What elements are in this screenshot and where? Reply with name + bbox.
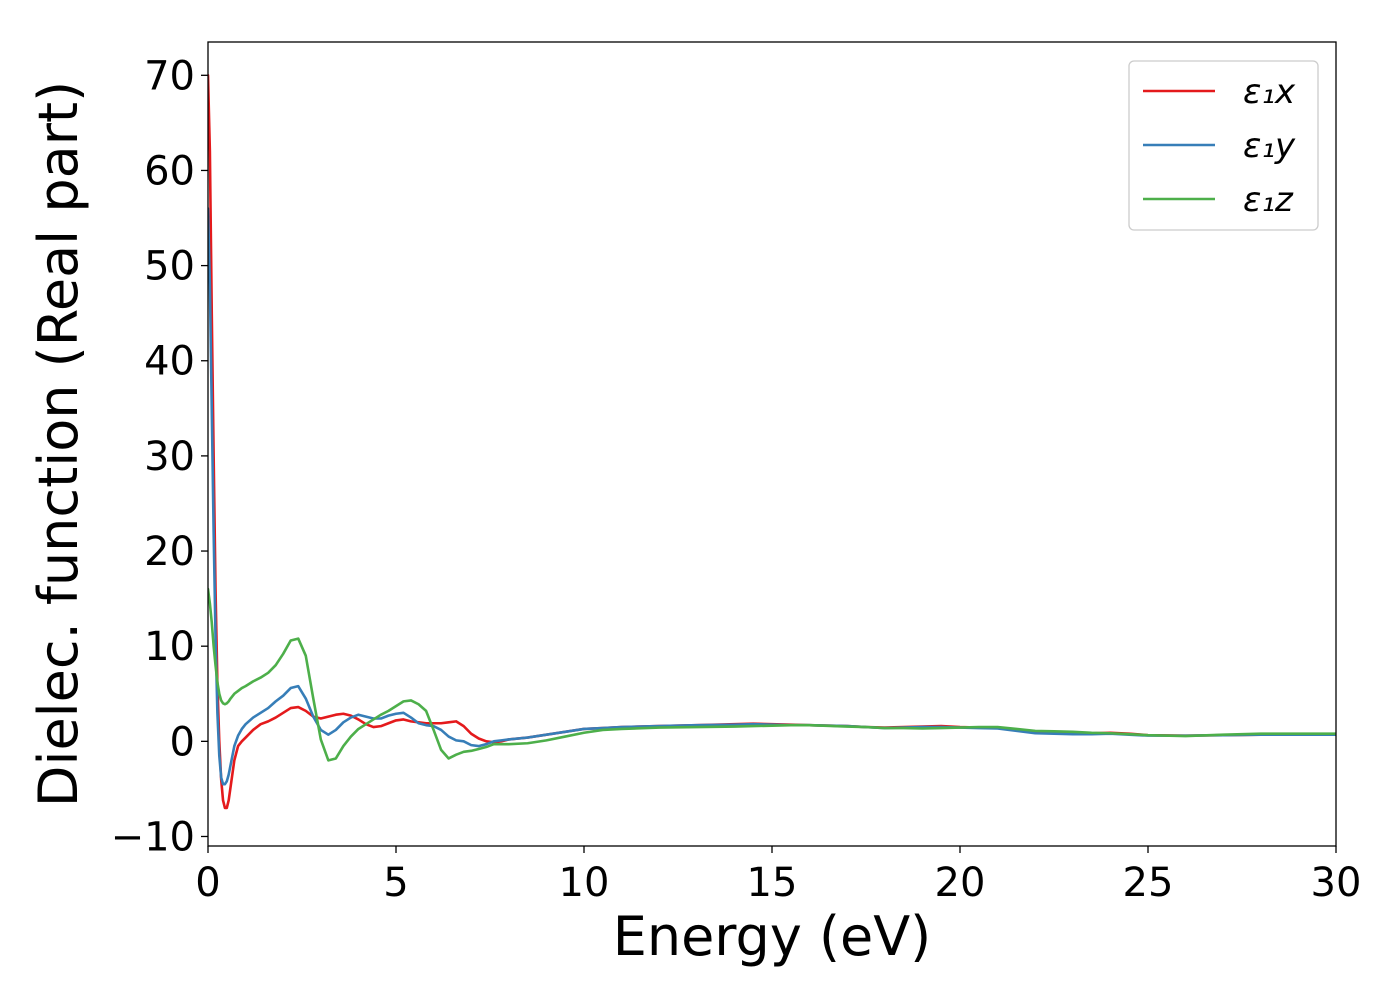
legend-label-2: ε₁y [1243,126,1296,166]
x-tick-label: 5 [383,860,408,906]
y-tick-label: 40 [144,339,195,385]
y-tick-label: 30 [144,434,195,480]
y-tick-label: 0 [170,719,195,765]
y-tick-label: 60 [144,148,195,194]
x-tick-label: 0 [195,860,220,906]
y-tick-label: 50 [144,244,195,290]
y-axis-title: Dielec. function (Real part) [27,81,90,807]
y-tick-label: 10 [144,624,195,670]
x-tick-label: 15 [747,860,798,906]
x-tick-label: 30 [1311,860,1362,906]
legend: ε₁x ε₁y ε₁z [1128,60,1319,231]
legend-label-1: ε₁x [1243,72,1296,112]
x-tick-label: 20 [935,860,986,906]
y-tick-label: 70 [144,53,195,99]
y-tick-label: −10 [111,814,195,860]
legend-label-3: ε₁z [1243,180,1294,220]
x-tick-label: 10 [559,860,610,906]
x-tick-label: 25 [1123,860,1174,906]
x-axis: 0 5 10 15 20 25 30 [195,846,1361,906]
legend-box [1128,60,1319,231]
series-layer [208,74,1336,810]
y-axis: −10 0 10 20 30 40 50 60 70 [111,53,208,860]
series-line-3 [208,587,1336,762]
x-axis-title: Energy (eV) [613,905,932,968]
y-tick-label: 20 [144,529,195,575]
